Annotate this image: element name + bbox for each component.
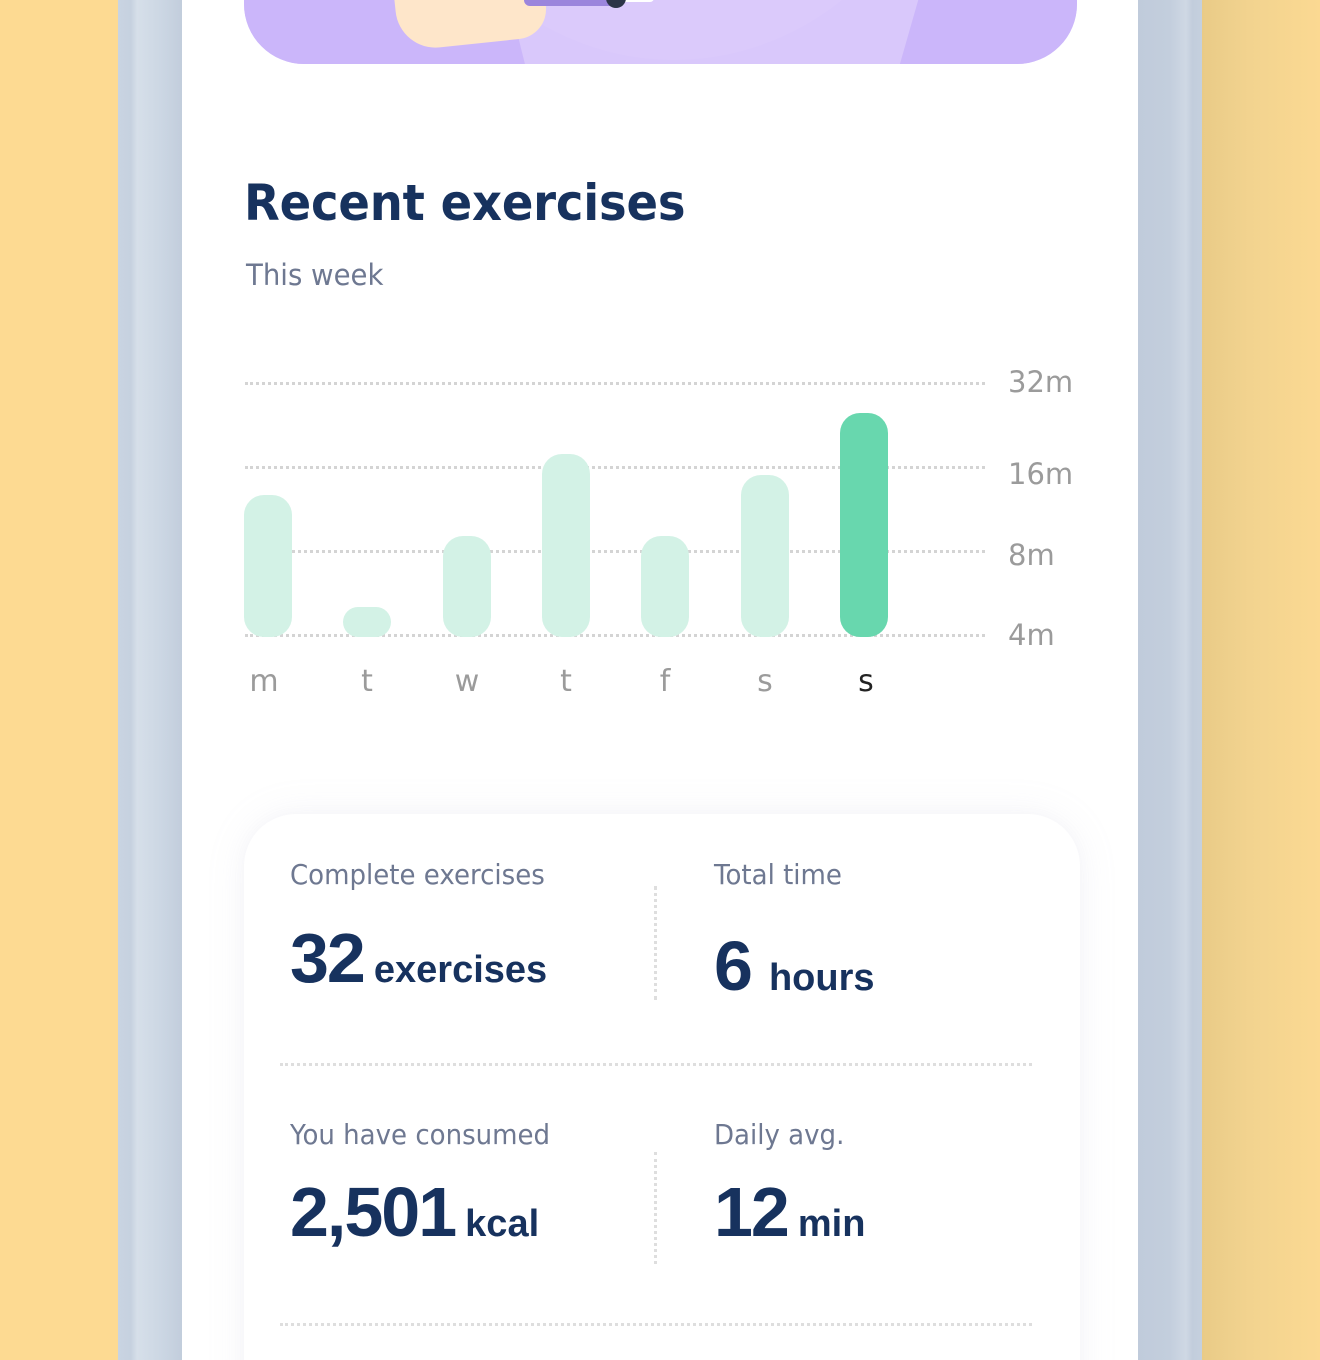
day-label: f (659, 664, 671, 699)
device-frame-left (118, 0, 182, 1360)
stats-card: Complete exercises 32 exercises Total tim… (244, 814, 1080, 1360)
column-divider (654, 1152, 657, 1264)
daily-avg-value: 12 min (714, 1173, 866, 1251)
laptop-illustration (524, 0, 622, 6)
consumed-label: You have consumed (290, 1118, 551, 1151)
complete-exercises-label: Complete exercises (290, 858, 545, 891)
y-tick-label: 16m (1008, 457, 1074, 491)
gridline-4m (245, 634, 985, 637)
section-title: Recent exercises (244, 174, 686, 232)
daily-avg-label: Daily avg. (714, 1118, 845, 1151)
device-frame-right (1138, 0, 1202, 1360)
gridline-32m (245, 382, 985, 385)
consumed-value: 2,501 kcal (290, 1173, 540, 1251)
y-tick-label: 8m (1008, 538, 1055, 572)
illustration-banner (244, 0, 1077, 64)
day-label: t (560, 664, 572, 699)
day-label: s (757, 664, 773, 699)
row-divider (280, 1063, 1032, 1066)
bar-sunday-active[interactable] (840, 413, 888, 637)
day-label: m (249, 664, 279, 699)
gridline-16m (245, 466, 985, 469)
y-tick-label: 4m (1008, 618, 1055, 652)
row-divider (280, 1323, 1032, 1326)
total-time-label: Total time (714, 858, 842, 891)
complete-exercises-value: 32 exercises (290, 919, 548, 997)
bar-saturday[interactable] (741, 475, 789, 637)
y-tick-label: 32m (1008, 365, 1074, 399)
bar-tuesday[interactable] (343, 607, 391, 637)
bar-monday[interactable] (244, 495, 292, 637)
phone-screen: Recent exercises This week 32m 16m 8m 4m… (182, 0, 1138, 1360)
gridline-8m (245, 550, 985, 553)
bar-thursday[interactable] (542, 454, 590, 637)
background-right (1202, 0, 1320, 1360)
day-label: w (454, 664, 480, 699)
background-left (0, 0, 118, 1360)
day-label: t (361, 664, 373, 699)
bar-friday[interactable] (641, 536, 689, 637)
column-divider (654, 886, 657, 1000)
period-label: This week (246, 258, 384, 292)
bar-wednesday[interactable] (443, 536, 491, 637)
day-label-active: s (858, 664, 874, 699)
total-time-value: 6 hours (714, 927, 875, 1005)
